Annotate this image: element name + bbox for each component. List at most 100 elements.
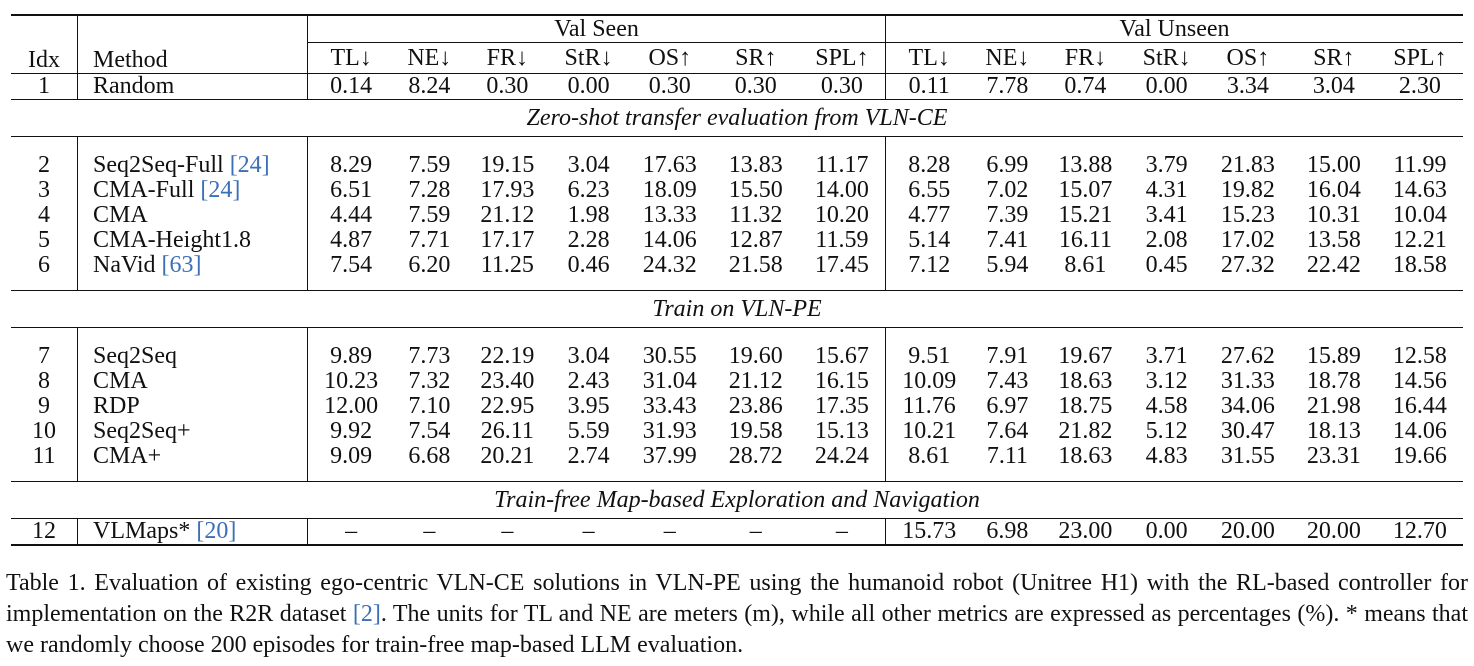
cell-unseen: 0.74	[1042, 73, 1129, 100]
cell-unseen: 15.23	[1220, 202, 1275, 228]
method-name: NaVid	[93, 252, 162, 278]
row-index: 4	[38, 202, 50, 228]
row-method: RDP	[77, 394, 308, 419]
cell-unseen: 0.11	[885, 73, 973, 100]
cell-seen: 10.20	[814, 202, 869, 228]
cell-seen: 21.12	[480, 202, 535, 228]
cell-unseen: 6.99	[972, 136, 1043, 178]
method-name: Seq2Seq-Full	[93, 152, 230, 178]
table-row: 8 CMA 10.23 7.32 23.40 2.43 31.04 21.12 16.15 10.…	[11, 369, 1463, 394]
cell-seen: 9.92	[307, 419, 395, 444]
cell-seen: –	[626, 518, 713, 546]
table-row: 9 RDP 12.00 7.10 22.95 3.95 33.43 23.86 17.35 11.…	[11, 394, 1463, 419]
table-row: 11 CMA+ 9.09 6.68 20.21 2.74 37.99 28.72 24.24 8.…	[11, 444, 1463, 482]
section-header-row: Train-free Map-based Exploration and Nav…	[11, 481, 1463, 519]
cell-seen: 22.95	[480, 393, 535, 419]
method-citation: [63]	[161, 252, 202, 278]
table-row: 6 NaVid [63] 7.54 6.20 11.25 0.46 24.32 21.58 17…	[11, 253, 1463, 291]
cell-seen: 2.74	[567, 443, 610, 469]
cell-unseen: 4.31	[1145, 177, 1188, 203]
cell-seen: 22.19	[464, 327, 551, 369]
cell-seen: 33.43	[642, 393, 697, 419]
row-method: Seq2Seq	[77, 327, 308, 369]
row-method: Seq2Seq+	[77, 419, 308, 444]
column-header-seen-metric: SPL↑	[815, 44, 869, 71]
cell-seen: 11.17	[798, 136, 886, 178]
caption-citation: [2]	[352, 601, 381, 627]
method-name: Seq2Seq	[93, 343, 177, 369]
column-header-seen-metric: StR↓	[564, 44, 613, 71]
row-index: 9	[38, 393, 50, 419]
method-citation: [20]	[196, 518, 237, 544]
cell-seen: 19.15	[464, 136, 551, 178]
method-name: CMA-Height1.8	[93, 227, 251, 253]
cell-unseen: 19.66	[1392, 443, 1447, 469]
cell-seen: 31.04	[642, 368, 697, 394]
cell-unseen: 11.99	[1376, 136, 1463, 178]
column-header-method: Method	[77, 14, 308, 74]
row-index: 7	[11, 327, 78, 369]
cell-unseen: 8.28	[885, 136, 973, 178]
cell-seen: 7.54	[408, 418, 451, 444]
cell-unseen: 16.44	[1392, 393, 1447, 419]
cell-seen: 7.71	[408, 227, 451, 253]
cell-seen: 14.06	[642, 227, 697, 253]
method-name: CMA	[93, 368, 148, 394]
row-index: 10	[32, 418, 56, 444]
cell-unseen: 8.61	[1064, 252, 1107, 278]
cell-unseen: 14.63	[1392, 177, 1447, 203]
cell-unseen: 13.88	[1042, 136, 1129, 178]
cell-unseen: 27.32	[1220, 252, 1275, 278]
cell-unseen: 12.70	[1376, 518, 1463, 546]
cell-seen: 5.59	[567, 418, 610, 444]
cell-seen: 21.58	[728, 252, 783, 278]
method-citation: [24]	[200, 177, 241, 203]
cell-unseen: 0.00	[1128, 518, 1205, 546]
cell-unseen: 19.82	[1220, 177, 1275, 203]
cell-unseen: 14.56	[1392, 368, 1447, 394]
cell-seen: 1.98	[567, 202, 610, 228]
cell-unseen: 7.02	[986, 177, 1029, 203]
cell-unseen: 21.83	[1204, 136, 1291, 178]
cell-unseen: 20.00	[1204, 518, 1291, 546]
cell-seen: 7.10	[408, 393, 451, 419]
column-header-unseen-metric: NE↓	[985, 44, 1030, 71]
method-name: CMA+	[93, 443, 162, 469]
cell-unseen: 11.76	[885, 394, 973, 419]
cell-unseen: 6.97	[986, 393, 1029, 419]
column-header-unseen-metric: TL↓	[885, 42, 973, 74]
cell-unseen: 16.04	[1306, 177, 1361, 203]
cell-unseen: 31.55	[1220, 443, 1275, 469]
cell-unseen: 12.58	[1376, 327, 1463, 369]
cell-unseen: 21.98	[1306, 393, 1361, 419]
table-row: 5 CMA-Height1.8 4.87 7.71 17.17 2.28 14.06 12.8…	[11, 228, 1463, 253]
cell-unseen: 6.55	[885, 178, 973, 203]
cell-seen: 31.93	[642, 418, 697, 444]
cell-seen: 21.12	[728, 368, 783, 394]
cell-seen: 23.86	[728, 393, 783, 419]
cell-unseen: 8.61	[885, 444, 973, 482]
row-method: CMA-Height1.8	[77, 227, 308, 253]
table-caption: Table 1. Evaluation of existing ego-cent…	[6, 568, 1468, 661]
column-header-seen-metric: FR↓	[486, 44, 529, 71]
cell-unseen: 7.43	[986, 368, 1029, 394]
cell-seen: 24.24	[814, 443, 869, 469]
method-citation: [24]	[229, 152, 270, 178]
row-index: 2	[11, 136, 78, 178]
cell-unseen: 10.31	[1306, 202, 1361, 228]
cell-seen: 19.58	[728, 418, 783, 444]
column-header-unseen-metric: SR↑	[1313, 44, 1355, 71]
cell-seen: 0.46	[567, 252, 610, 278]
cell-seen: 7.32	[408, 368, 451, 394]
cell-unseen: 15.00	[1290, 136, 1377, 178]
cell-seen: 7.59	[394, 136, 465, 178]
column-header-seen-metric: SR↑	[735, 44, 777, 71]
section-header-row: Zero-shot transfer evaluation from VLN-C…	[11, 99, 1463, 137]
cell-unseen: 18.78	[1306, 368, 1361, 394]
cell-seen: –	[712, 518, 799, 546]
table-row: 7 Seq2Seq 9.89 7.73 22.19 3.04 30.55 19.60 15.67…	[11, 327, 1463, 369]
cell-seen: 0.14	[307, 73, 395, 100]
row-method: Seq2Seq-Full [24]	[77, 136, 308, 178]
cell-unseen: 30.47	[1220, 418, 1275, 444]
cell-seen: –	[798, 518, 886, 546]
